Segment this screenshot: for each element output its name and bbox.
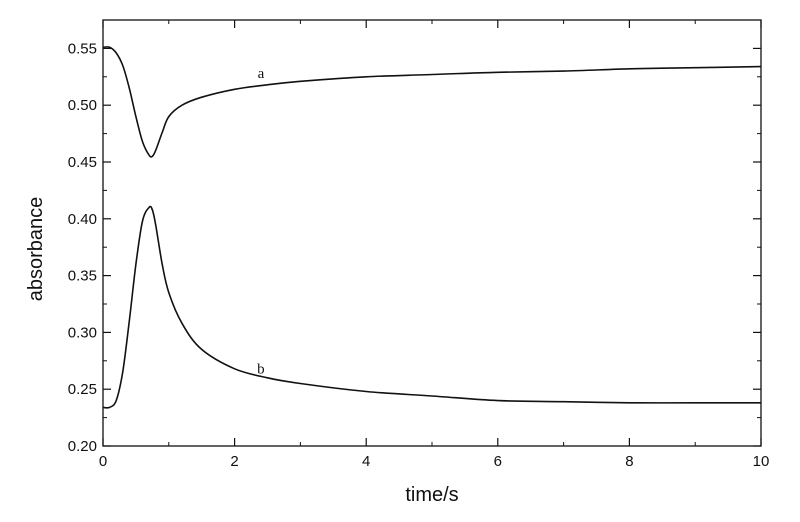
x-axis-ticks: 0 2 4 6 8 10 bbox=[99, 20, 770, 470]
y-tick-label: 0.35 bbox=[68, 268, 97, 285]
y-tick-label: 0.20 bbox=[68, 438, 97, 455]
series-line-a bbox=[102, 46, 762, 158]
y-axis-ticks: 0.20 0.25 0.30 0.35 0.40 0.45 0.50 0.55 bbox=[68, 40, 761, 455]
x-tick-label: 6 bbox=[494, 453, 502, 470]
y-tick-label: 0.25 bbox=[68, 381, 97, 398]
y-tick-label: 0.45 bbox=[68, 154, 97, 171]
curve-labels: ab bbox=[257, 66, 265, 377]
curve-label-b: b bbox=[257, 361, 265, 377]
y-tick-label: 0.50 bbox=[68, 97, 97, 114]
y-axis-title: absorbance bbox=[25, 197, 47, 302]
x-tick-label: 2 bbox=[230, 453, 238, 470]
plot-frame bbox=[102, 19, 762, 447]
y-tick-label: 0.30 bbox=[68, 324, 97, 341]
y-tick-label: 0.40 bbox=[68, 211, 97, 228]
x-tick-label: 4 bbox=[362, 453, 370, 470]
curve-label-a: a bbox=[258, 66, 265, 82]
series-line-b bbox=[102, 205, 761, 409]
x-tick-label: 8 bbox=[625, 453, 633, 470]
x-tick-label: 10 bbox=[753, 453, 770, 470]
x-tick-label: 0 bbox=[99, 453, 107, 470]
y-tick-label: 0.55 bbox=[68, 40, 97, 57]
x-axis-title: time/s bbox=[405, 484, 458, 506]
series-layer bbox=[102, 46, 762, 409]
